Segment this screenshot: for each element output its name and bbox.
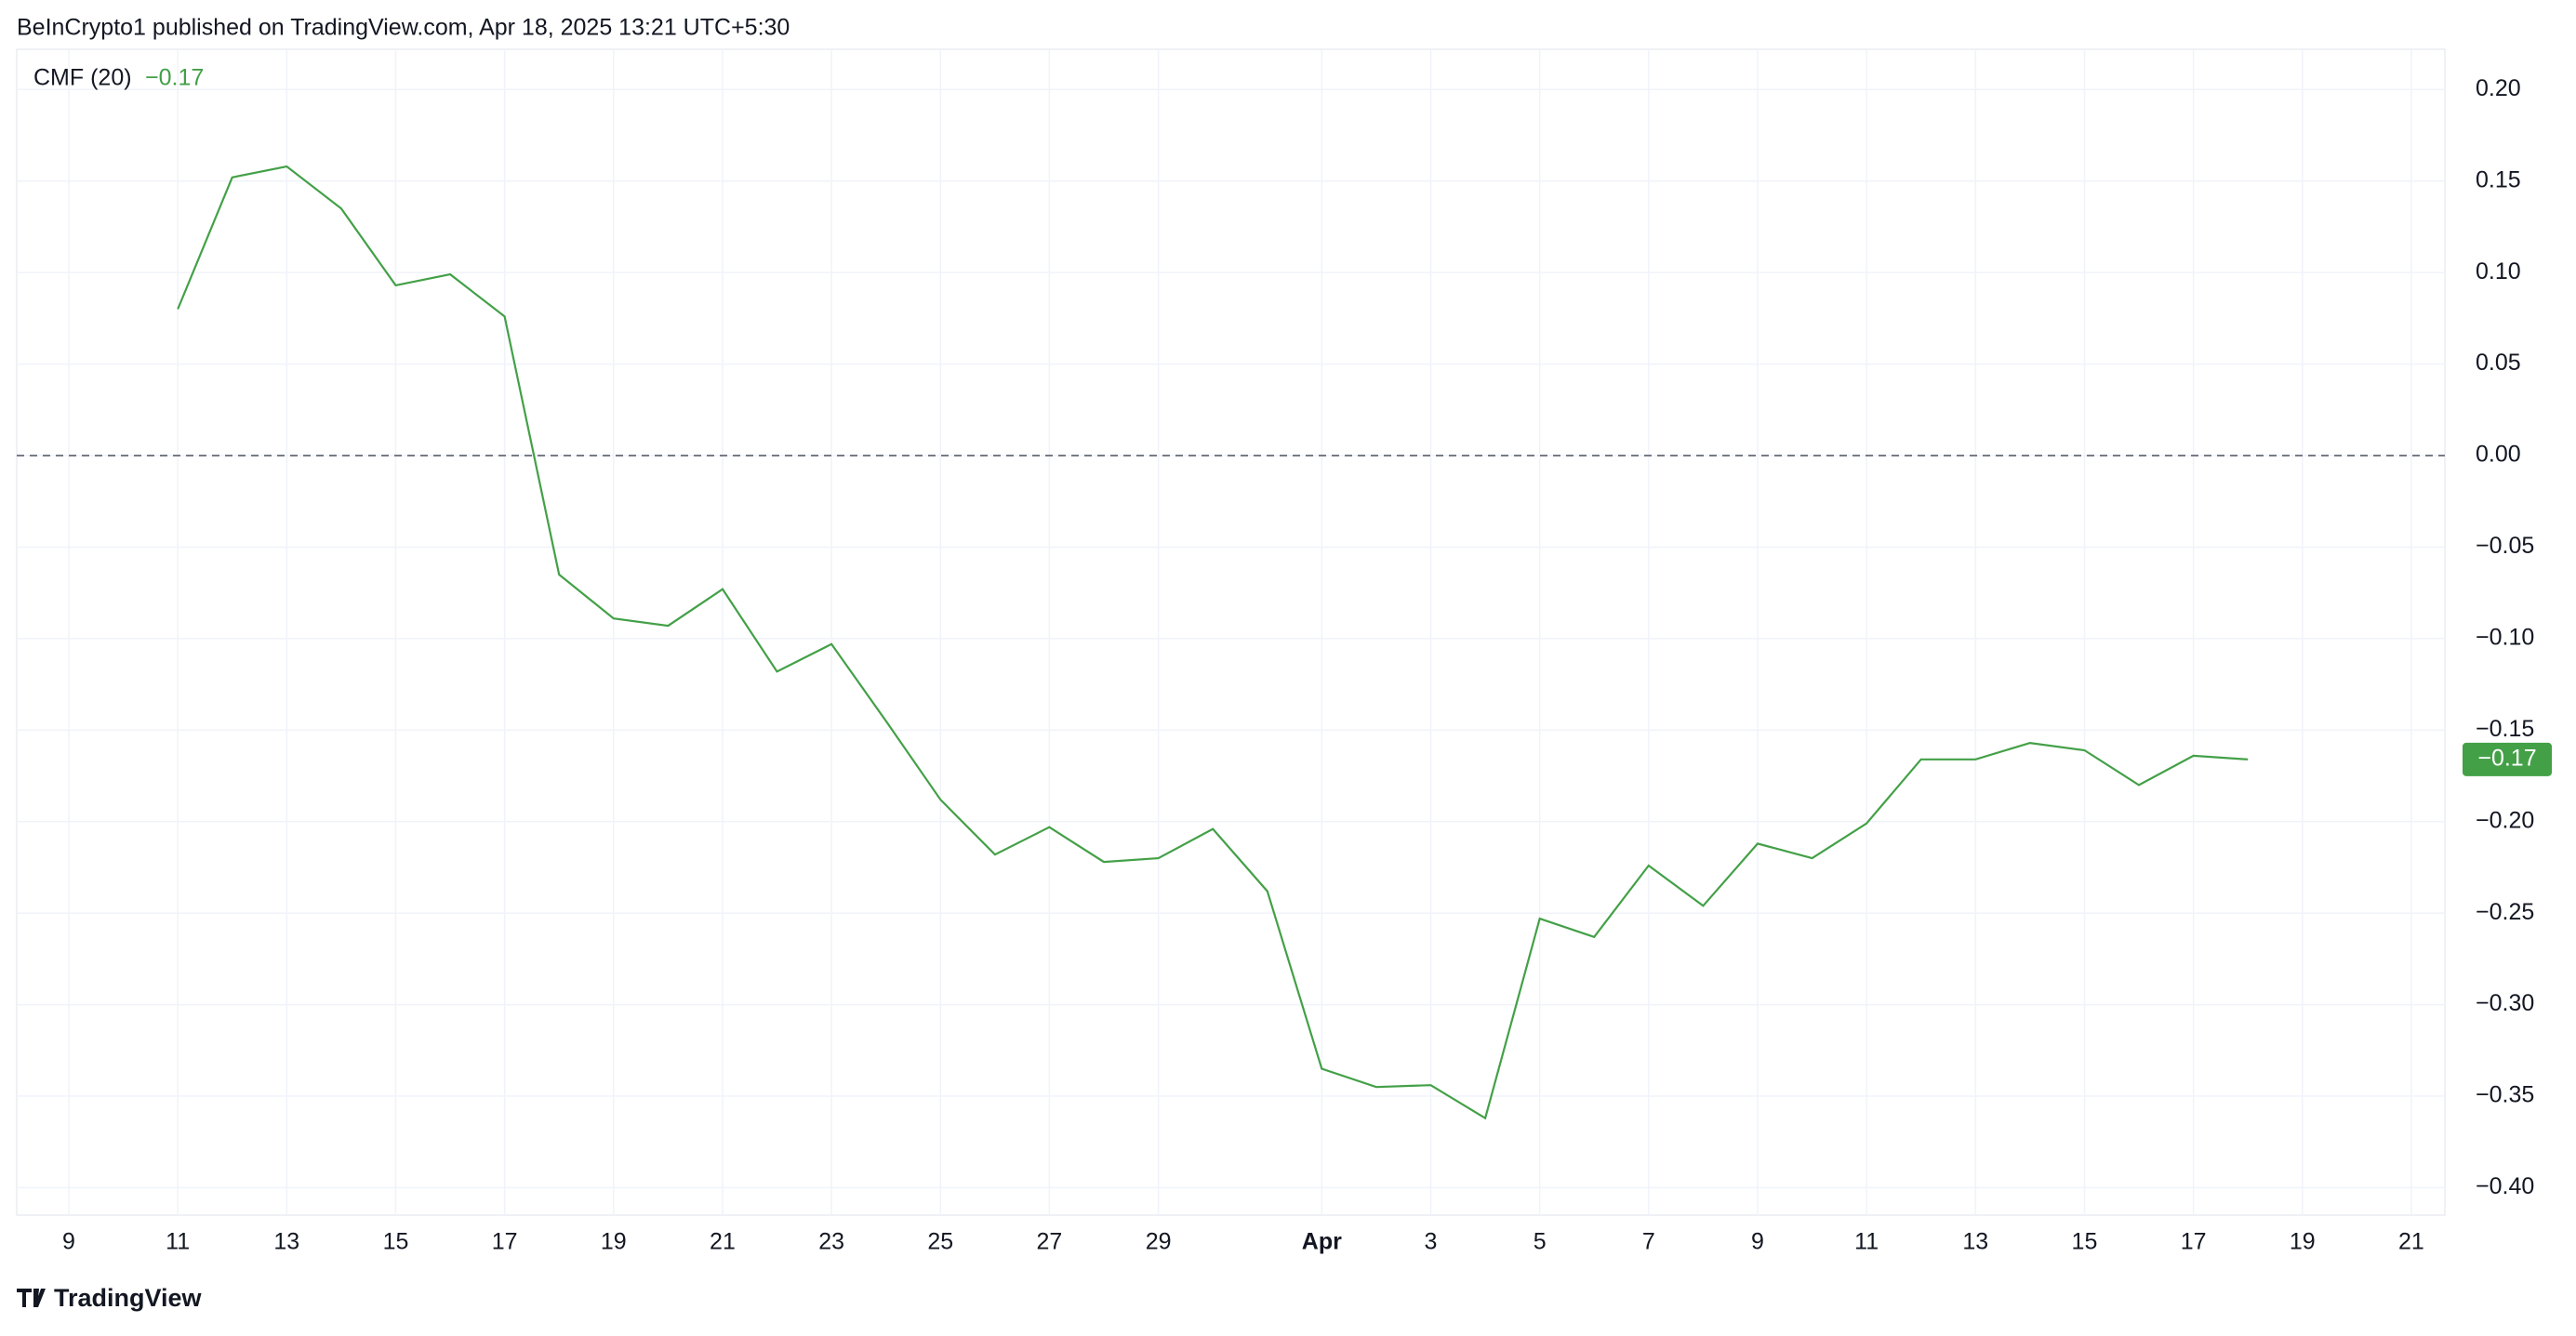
x-tick-label: 21 [2398,1229,2424,1255]
x-tick-label: 9 [1751,1229,1764,1255]
header-text: BeInCrypto1 published on TradingView.com… [17,15,790,41]
y-tick-label: −0.20 [2476,807,2534,833]
legend-value: −0.17 [145,65,204,91]
x-tick-label: 9 [62,1229,75,1255]
y-tick-label: 0.15 [2476,166,2521,192]
x-tick-label: 23 [818,1229,844,1255]
y-tick-label: −0.05 [2476,533,2534,559]
x-tick-label: 3 [1425,1229,1438,1255]
x-tick-label: 5 [1534,1229,1547,1255]
footer-brand: TradingView [54,1284,203,1312]
x-tick-label: 25 [927,1229,953,1255]
last-value-badge [2463,742,2552,776]
x-tick-label: 13 [273,1229,299,1255]
x-tick-label: 29 [1146,1229,1172,1255]
x-tick-label: 15 [383,1229,409,1255]
y-tick-label: 0.20 [2476,75,2521,101]
y-tick-label: 0.05 [2476,350,2521,376]
x-tick-label: 27 [1037,1229,1063,1255]
x-tick-label: 15 [2072,1229,2098,1255]
y-tick-label: 0.10 [2476,258,2521,284]
x-tick-label: 11 [166,1229,190,1255]
x-tick-label: 19 [601,1229,627,1255]
x-tick-label: Apr [1302,1229,1342,1255]
last-value-label: −0.17 [2477,745,2536,771]
legend-name: CMF (20) [33,65,132,91]
plot-frame [16,48,2446,1216]
y-tick-label: −0.25 [2476,899,2534,925]
y-tick-label: −0.15 [2476,716,2534,742]
tv-logo [17,1289,46,1307]
y-tick-label: −0.35 [2476,1082,2534,1108]
y-tick-label: −0.40 [2476,1173,2534,1199]
x-tick-label: 21 [710,1229,736,1255]
x-tick-label: 11 [1854,1229,1879,1255]
y-tick-label: −0.10 [2476,624,2534,650]
x-tick-label: 19 [2290,1229,2316,1255]
y-tick-label: 0.00 [2476,442,2521,468]
y-tick-label: −0.30 [2476,990,2534,1016]
x-tick-label: 17 [2181,1229,2207,1255]
x-tick-label: 17 [492,1229,518,1255]
x-tick-label: 13 [1962,1229,1988,1255]
x-tick-label: 7 [1642,1229,1655,1255]
cmf-line [177,165,2249,1120]
